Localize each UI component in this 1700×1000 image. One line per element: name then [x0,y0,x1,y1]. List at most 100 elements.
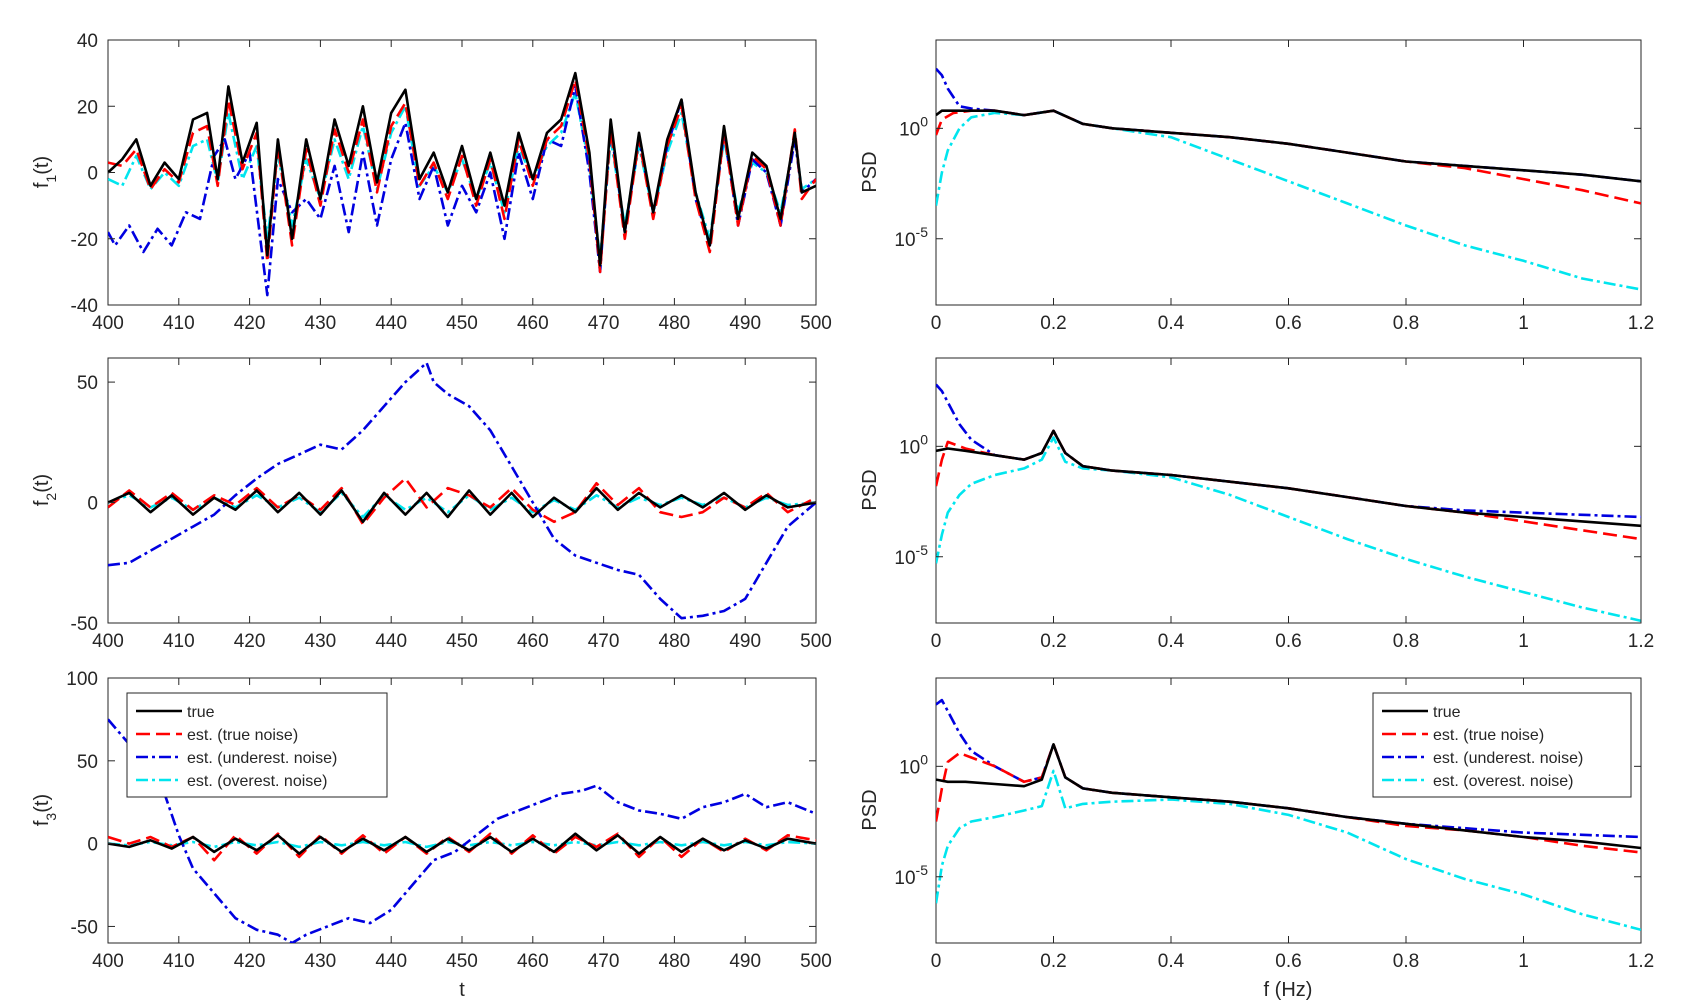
f2-time-line-true [108,486,816,524]
f1-time-xtick-label: 420 [234,313,266,334]
f2-psd-panel: 0 0.2 0.4 0.6 0.8 1 1.2 100 10-5 PSD [859,357,1654,652]
f3-psd-xtick-label: 0.2 [1040,951,1066,972]
f3-time-ytick-label: 0 [87,835,98,856]
f3-psd-line-true [936,742,1641,850]
f3-psd-xtick-label: 0.8 [1393,951,1419,972]
f3-ylabel-sub: 3 [43,813,59,821]
f1-psd-xtick-label: 0.6 [1275,313,1301,334]
f1-time-xtick-label: 440 [375,313,407,334]
f2-time-xtick-label: 410 [163,631,195,652]
f2-time-xtick-label: 440 [375,631,407,652]
f1-time-ytick-label: 0 [87,164,98,185]
f1-time-ytick-label: -20 [71,230,98,251]
f3-time-ytick-label: -50 [71,917,98,938]
f1-psd-ticks: 0 0.2 0.4 0.6 0.8 1 1.2 100 10-5 [894,40,1654,334]
f1-psd-xtick-label: 1 [1518,313,1529,334]
f3-time-xtick-label: 410 [163,951,195,972]
f3-time-xtick-label: 500 [800,951,832,972]
f1-time-ylabel: f1(t) [31,156,59,188]
f2-psd-xtick-label: 0 [931,631,942,652]
f1-time-xtick-label: 430 [305,313,337,334]
f3-psd-series [936,698,1641,932]
f3-psd-ytick-label: 10-5 [894,862,928,889]
f2-time-ylabel: f2(t) [31,474,59,506]
f2-ylabel-sub: 2 [43,493,59,501]
f1-time-series [108,71,816,297]
f3-time-xlabel: t [459,979,465,1000]
f2-psd-ytick-label: 100 [899,431,928,458]
f1-time-ytick-label: 40 [77,31,98,52]
f1-time-xtick-label: 410 [163,313,195,334]
f3-psd-ylabel: PSD [859,789,881,830]
f1-time-xtick-label: 480 [659,313,691,334]
f1-psd-xtick-label: 0 [931,313,942,334]
f1-psd-series [936,67,1641,291]
f1-ylabel-sub: 1 [43,175,59,183]
f1-psd-axes-box [935,39,1642,306]
f1-time-ticks: 400 410 420 430 440 450 460 470 480 490 500 -40 -20 0… [71,31,832,334]
f1-time-xtick-label: 470 [588,313,620,334]
f3-time-xtick-label: 440 [375,951,407,972]
f2-time-xtick-label: 420 [234,631,266,652]
f3-time-xtick-label: 420 [234,951,266,972]
f1-psd-line-est-overest-noise [936,109,1641,291]
f2-time-line-est-underest-noise [108,361,816,620]
f2-psd-ticks: 0 0.2 0.4 0.6 0.8 1 1.2 100 10-5 [894,358,1654,652]
f2-time-panel: 400 410 420 430 440 450 460 470 480 490 500-50050 … [31,357,832,652]
f3-time-xtick-label: 480 [659,951,691,972]
f3-time-xtick-label: 490 [729,951,761,972]
f2-time-xtick-label: 470 [588,631,620,652]
legend-left-label-true: true [187,704,215,721]
f1-psd-xtick-label: 0.4 [1158,313,1185,334]
f1-psd-ytick-label: 100 [899,113,928,140]
f2-psd-line-true [936,429,1641,528]
f2-psd-xtick-label: 0.4 [1158,631,1185,652]
f2-time-axes-box [107,357,817,624]
f1-psd-xtick-label: 0.8 [1393,313,1419,334]
legend-right-label-true: true [1433,704,1461,721]
f3-time-line-est-underest-noise [108,718,816,943]
f3-time-xtick-label: 400 [92,951,124,972]
f1-time-panel: 400 410 420 430 440 450 460 470 480 490 500 -40 -20 0… [31,31,832,334]
legend-right-label-true-noise: est. (true noise) [1433,727,1544,744]
f2-psd-xtick-label: 0.2 [1040,631,1066,652]
legend-right: true est. (true noise) est. (underest. n… [1372,692,1632,798]
f3-psd-ytick-label: 100 [899,751,928,778]
f2-psd-xtick-label: 0.8 [1393,631,1419,652]
f3-time-xtick-label: 470 [588,951,620,972]
f2-time-xtick-label: 500 [800,631,832,652]
f3-time-xtick-label: 450 [446,951,478,972]
f2-time-xtick-label: 460 [517,631,549,652]
f2-psd-ylabel: PSD [859,469,881,510]
f2-time-line-est-true-noise [108,477,816,526]
f3-time-xtick-label: 460 [517,951,549,972]
f2-time-xtick-label: 480 [659,631,691,652]
f2-ylabel-base: f [31,500,53,506]
f1-psd-xtick-label: 1.2 [1628,313,1654,334]
f2-psd-xtick-label: 1.2 [1628,631,1654,652]
f3-time-line-true [108,832,816,855]
f3-time-ylabel: f3(t) [31,794,59,826]
f2-time-ytick-label: 50 [77,373,98,394]
f2-time-xtick-label: 490 [729,631,761,652]
f2-time-xtick-label: 450 [446,631,478,652]
legend-left-label-over: est. (overest. noise) [187,773,328,790]
f3-time-series [108,718,816,943]
f2-psd-xtick-label: 1 [1518,631,1529,652]
f1-ylabel-arg: (t) [31,156,53,175]
f3-psd-panel: 0 0.2 0.4 0.6 0.8 1 1.2 100 10-5 PSD f (Hz) true… [859,677,1654,1000]
f1-time-xtick-label: 460 [517,313,549,334]
f1-time-ytick-label: -40 [71,296,98,317]
f2-psd-xtick-label: 0.6 [1275,631,1301,652]
f3-psd-xlabel: f (Hz) [1264,979,1313,1000]
f2-time-series [108,361,816,620]
legend-left-label-true-noise: est. (true noise) [187,727,298,744]
f1-psd-panel: 0 0.2 0.4 0.6 0.8 1 1.2 100 10-5 PSD [859,39,1654,334]
f3-time-xtick-label: 430 [305,951,337,972]
f3-time-ytick-label: 100 [66,669,98,690]
legend-right-label-under: est. (underest. noise) [1433,750,1583,767]
f3-time-ticks: 400 410 420 430 440 450 460 470 480 490 500 -50 0 50 1… [66,669,832,972]
f1-psd-ylabel: PSD [859,151,881,192]
f3-psd-ticks: 0 0.2 0.4 0.6 0.8 1 1.2 100 10-5 [894,678,1654,972]
